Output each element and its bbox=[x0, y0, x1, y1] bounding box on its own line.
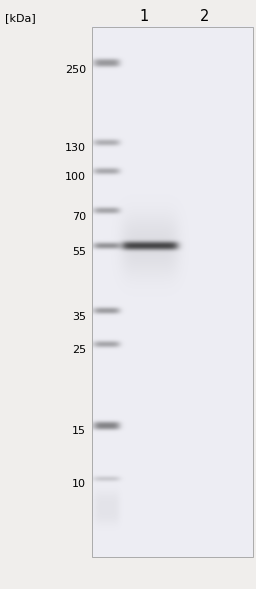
Text: 10: 10 bbox=[72, 479, 86, 489]
Text: [kDa]: [kDa] bbox=[5, 13, 36, 23]
Text: 15: 15 bbox=[72, 426, 86, 436]
Text: 25: 25 bbox=[72, 345, 86, 355]
Text: 250: 250 bbox=[65, 65, 86, 74]
Text: 70: 70 bbox=[72, 212, 86, 221]
Bar bbox=[92, 27, 253, 557]
Text: 100: 100 bbox=[65, 172, 86, 181]
Text: 35: 35 bbox=[72, 312, 86, 322]
Text: 130: 130 bbox=[65, 144, 86, 153]
Text: 55: 55 bbox=[72, 247, 86, 257]
Text: 2: 2 bbox=[200, 9, 210, 24]
Text: 1: 1 bbox=[139, 9, 148, 24]
